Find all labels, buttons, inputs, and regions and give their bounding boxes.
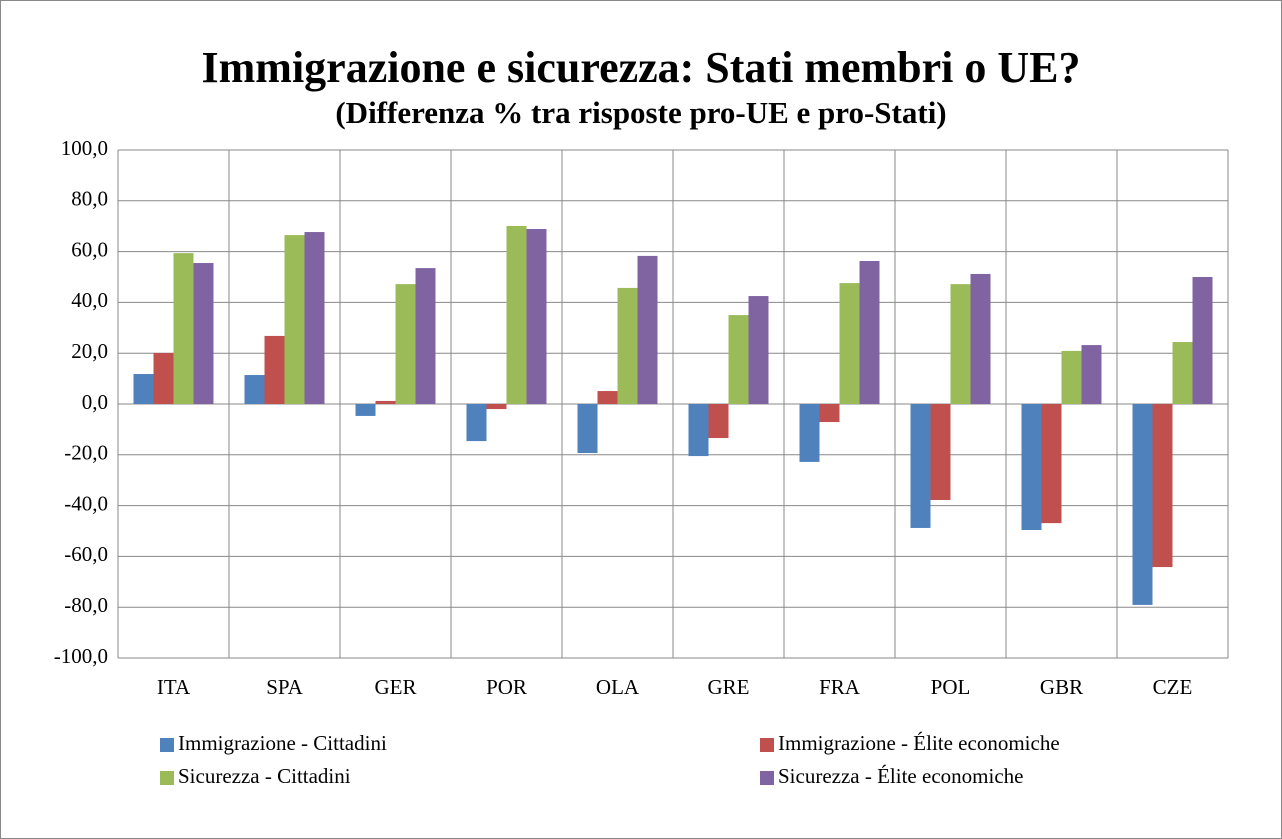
- legend-label: Immigrazione - Élite economiche: [778, 731, 1060, 755]
- y-tick-label: -80,0: [64, 593, 108, 617]
- legend-swatch: [160, 771, 174, 785]
- bar: [506, 225, 527, 404]
- x-tick-label: POL: [931, 675, 971, 699]
- x-tick-label: SPA: [266, 675, 303, 699]
- bar: [930, 404, 951, 501]
- x-tick-label: POR: [486, 675, 527, 699]
- bar: [395, 284, 416, 404]
- bar: [617, 287, 638, 404]
- bar: [133, 374, 154, 404]
- bar: [597, 391, 618, 404]
- legend-label: Immigrazione - Cittadini: [178, 731, 387, 755]
- bar: [1081, 345, 1102, 404]
- bar: [355, 404, 376, 416]
- bar: [799, 404, 820, 462]
- bar: [415, 268, 436, 404]
- bar: [910, 404, 931, 528]
- y-tick-label: 0,0: [82, 390, 108, 414]
- y-tick-label: -100,0: [54, 644, 108, 668]
- bar: [264, 335, 285, 404]
- bar: [153, 352, 174, 404]
- bar: [173, 253, 194, 404]
- chart-title: Immigrazione e sicurezza: Stati membri o…: [202, 43, 1081, 92]
- bar: [1041, 404, 1062, 524]
- y-tick-label: 80,0: [71, 187, 108, 211]
- y-tick-label: -40,0: [64, 491, 108, 515]
- y-tick-label: 40,0: [71, 288, 108, 312]
- bar: [284, 235, 305, 404]
- y-tick-label: -20,0: [64, 441, 108, 465]
- x-tick-label: OLA: [596, 675, 640, 699]
- legend-label: Sicurezza - Élite economiche: [778, 764, 1023, 788]
- legend-swatch: [160, 738, 174, 752]
- bar: [970, 273, 991, 404]
- bar: [1192, 277, 1213, 404]
- y-tick-label: -60,0: [64, 542, 108, 566]
- bar: [193, 263, 214, 404]
- y-tick-label: 20,0: [71, 339, 108, 363]
- y-tick-label: 100,0: [61, 136, 108, 160]
- x-tick-label: CZE: [1153, 675, 1193, 699]
- bar: [1152, 404, 1173, 568]
- legend-swatch: [760, 771, 774, 785]
- bar: [819, 404, 840, 423]
- bar: [375, 400, 396, 404]
- bar: [688, 404, 709, 457]
- x-tick-label: GER: [375, 675, 417, 699]
- bar: [859, 260, 880, 404]
- bar: [950, 284, 971, 404]
- bar: [728, 315, 749, 404]
- bar: [304, 232, 325, 404]
- bar: [1061, 350, 1082, 404]
- legend-label: Sicurezza - Cittadini: [178, 764, 351, 788]
- bar: [1132, 404, 1153, 605]
- bar: [486, 404, 507, 410]
- bar: [1021, 404, 1042, 530]
- x-tick-label: FRA: [819, 675, 861, 699]
- bar: [748, 296, 769, 404]
- bar: [466, 404, 487, 442]
- bar: [526, 228, 547, 404]
- y-tick-label: 60,0: [71, 237, 108, 261]
- bar: [577, 404, 598, 454]
- bar: [708, 404, 729, 439]
- bar: [1172, 342, 1193, 404]
- x-tick-label: GRE: [708, 675, 750, 699]
- bar: [244, 375, 265, 404]
- x-tick-label: GBR: [1040, 675, 1083, 699]
- bar: [637, 255, 658, 404]
- chart-subtitle: (Differenza % tra risposte pro-UE e pro-…: [335, 95, 946, 130]
- x-tick-label: ITA: [157, 675, 191, 699]
- legend-swatch: [760, 738, 774, 752]
- bar: [839, 283, 860, 404]
